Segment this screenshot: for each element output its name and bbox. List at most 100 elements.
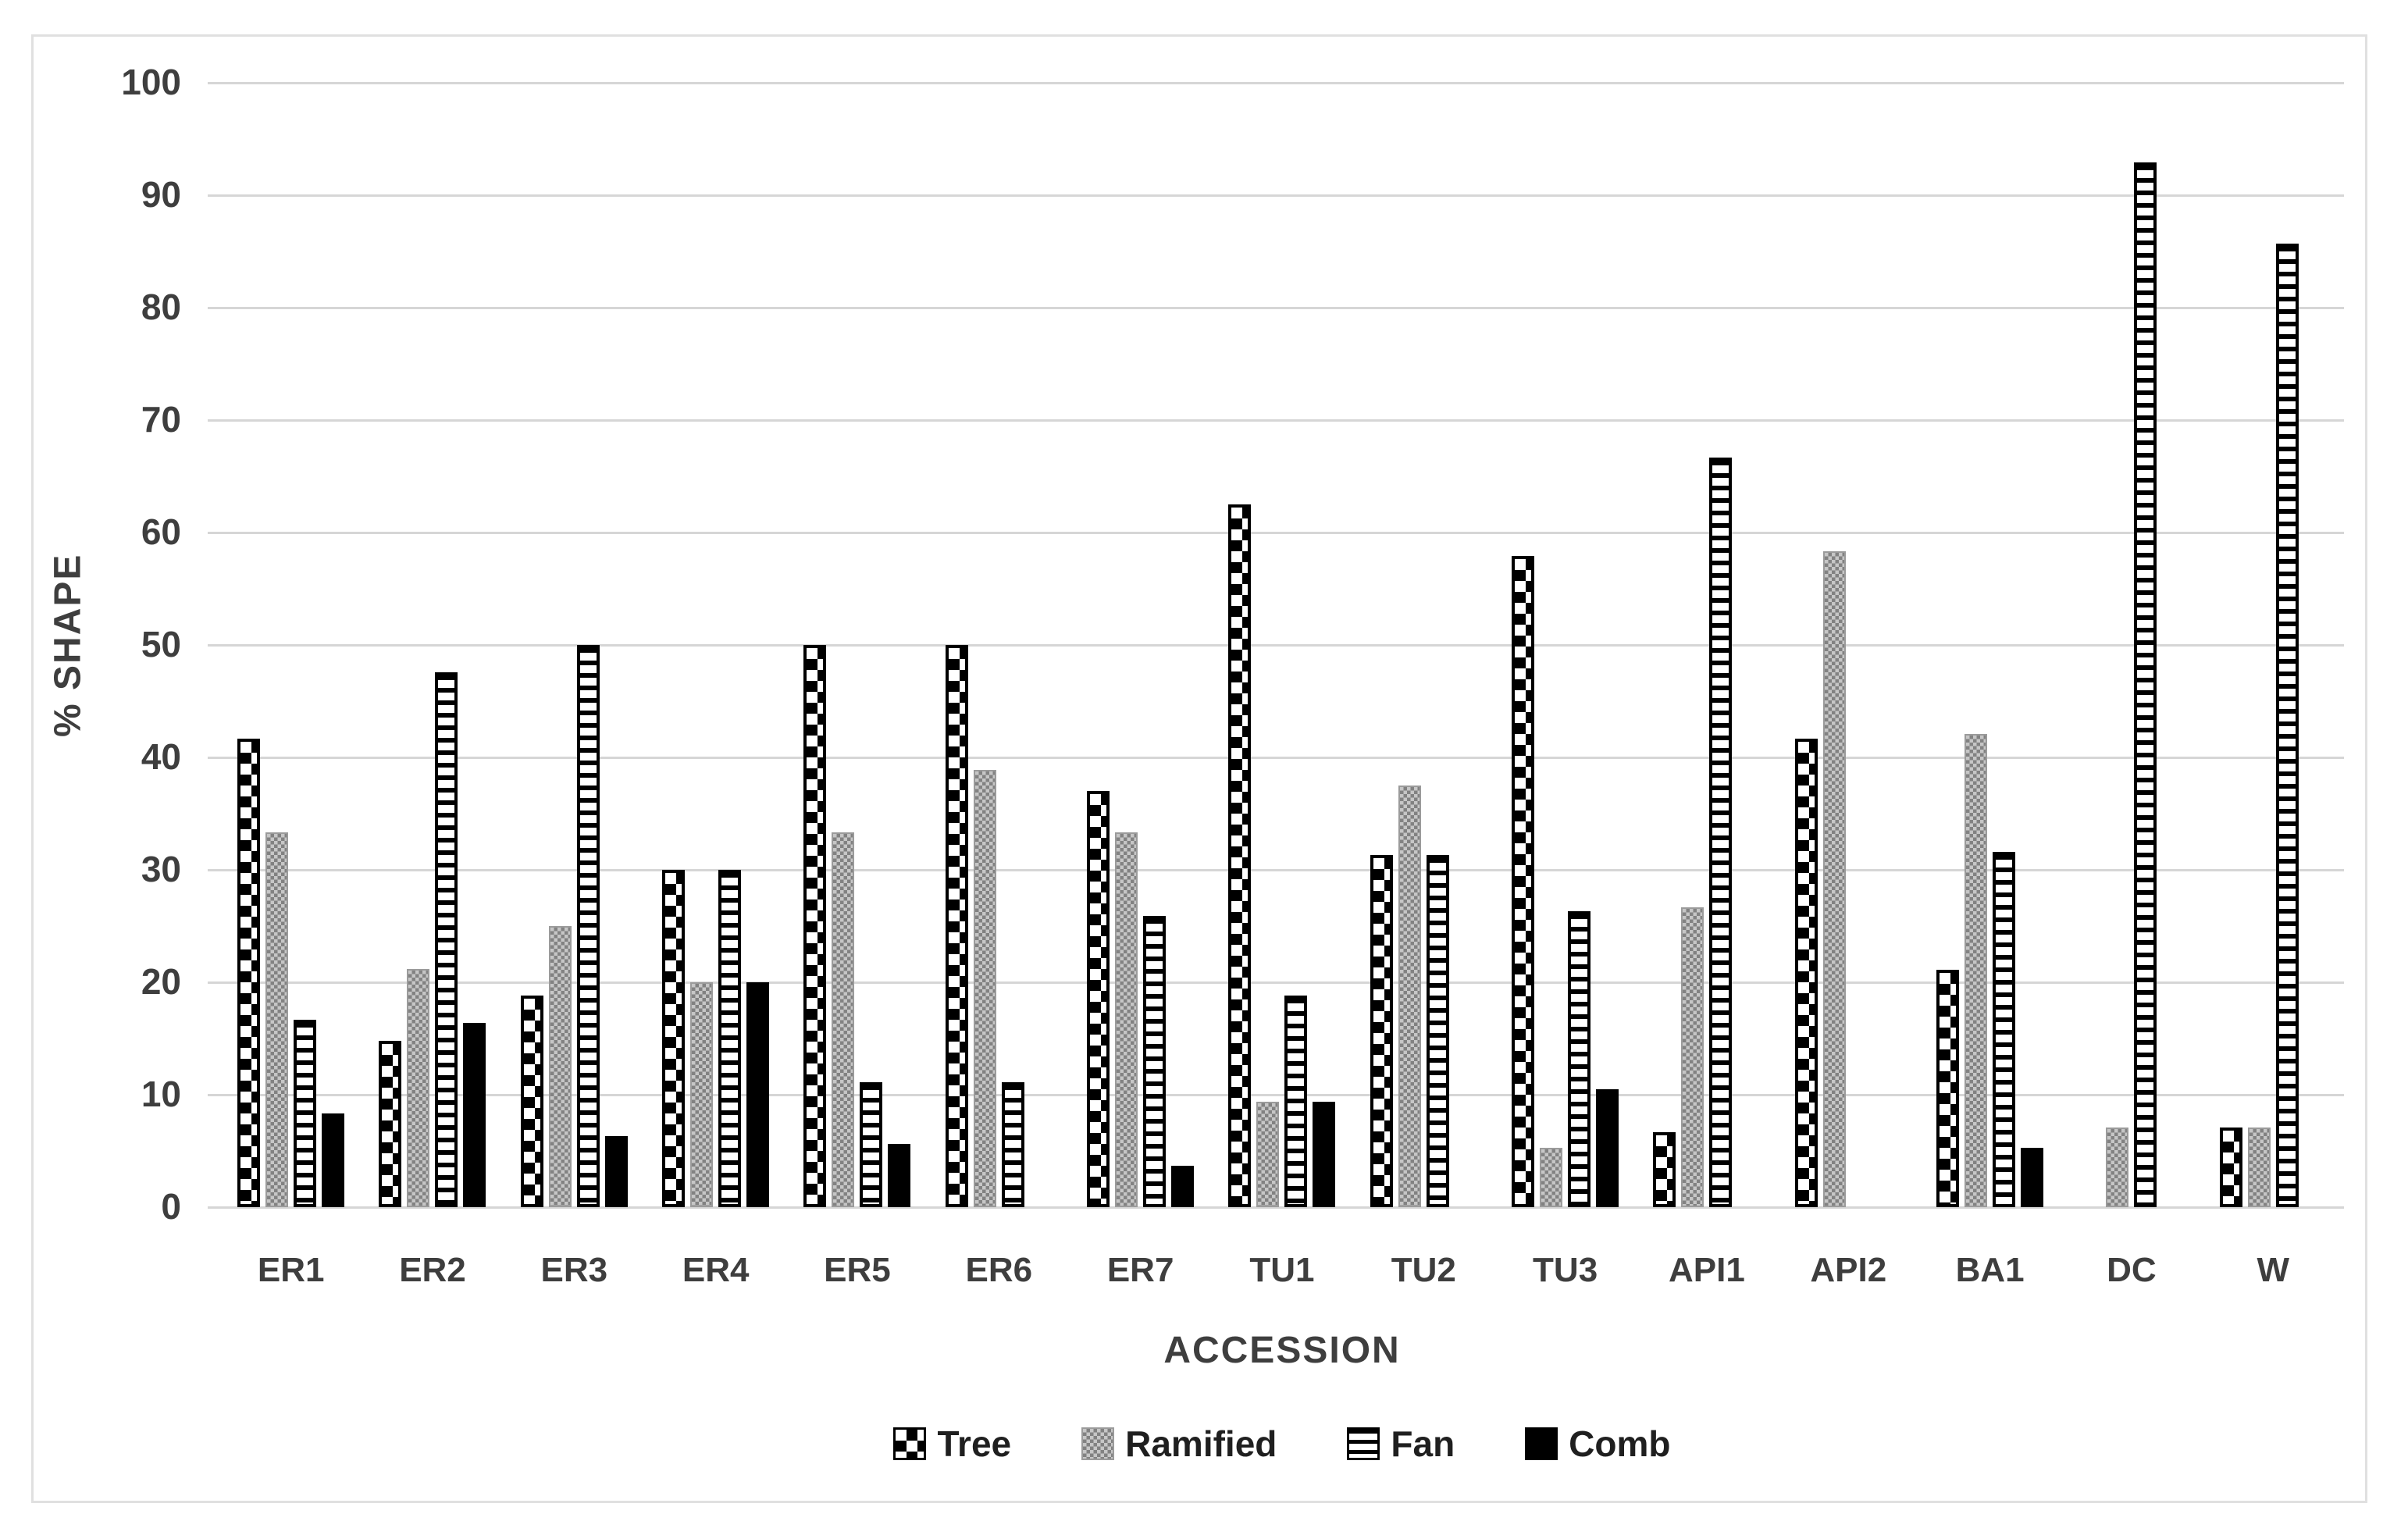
legend-swatch-tree-icon [893, 1427, 927, 1460]
bar-ramified-tu2 [1398, 786, 1421, 1207]
bar-tree-tu2 [1370, 855, 1393, 1207]
bar-group-tu1 [1211, 83, 1352, 1207]
x-tick-er2: ER2 [399, 1251, 466, 1289]
legend-item-comb: Comb [1525, 1423, 1671, 1465]
bar-group-er2 [362, 83, 503, 1207]
bar-tree-api1 [1653, 1131, 1676, 1207]
legend-swatch-fan-icon [1347, 1427, 1380, 1460]
bar-group-er1 [220, 83, 362, 1207]
bar-group-api1 [1636, 83, 1777, 1207]
bar-comb-er3 [604, 1136, 628, 1207]
y-tick-0: 0 [161, 1185, 181, 1227]
bar-tree-er3 [520, 996, 543, 1207]
x-tick-w: W [2257, 1251, 2290, 1289]
bar-fan-tu2 [1426, 855, 1449, 1207]
bar-ramified-tu3 [1540, 1147, 1563, 1207]
gridline-20 [208, 981, 2344, 984]
bar-ramified-api1 [1681, 907, 1704, 1207]
gridline-90 [208, 194, 2344, 197]
plot-area [208, 81, 2344, 1209]
bar-fan-w [2275, 243, 2299, 1207]
bar-fan-er1 [294, 1019, 317, 1207]
bar-ramified-er7 [1115, 832, 1138, 1207]
bar-group-w [2203, 83, 2344, 1207]
bar-comb-er7 [1171, 1165, 1195, 1207]
x-tick-er1: ER1 [257, 1251, 325, 1289]
bar-tree-tu3 [1512, 556, 1535, 1207]
bar-ramified-er1 [265, 832, 289, 1207]
y-tick-50: 50 [141, 623, 181, 664]
gridline-70 [208, 419, 2344, 422]
y-tick-40: 40 [141, 736, 181, 777]
y-tick-60: 60 [141, 511, 181, 552]
bar-ramified-dc [2106, 1127, 2129, 1207]
bar-ramified-api2 [1822, 551, 1846, 1207]
y-tick-80: 80 [141, 286, 181, 327]
gridline-0 [208, 1206, 2344, 1209]
bar-fan-api1 [1709, 457, 1733, 1207]
y-tick-90: 90 [141, 173, 181, 215]
bar-fan-er5 [860, 1082, 883, 1207]
legend-label-comb: Comb [1569, 1423, 1671, 1464]
legend-item-fan: Fan [1347, 1423, 1455, 1465]
bar-ramified-er6 [973, 769, 996, 1207]
bar-ramified-ba1 [1965, 733, 1988, 1207]
x-tick-er4: ER4 [682, 1251, 750, 1289]
bar-comb-er5 [888, 1144, 911, 1207]
x-tick-api2: API2 [1810, 1251, 1887, 1289]
y-tick-10: 10 [141, 1073, 181, 1114]
bar-fan-er7 [1143, 916, 1167, 1207]
bar-tree-w [2219, 1127, 2242, 1207]
bar-ramified-er4 [690, 982, 714, 1207]
bar-group-er7 [1070, 83, 1211, 1207]
bar-group-er5 [786, 83, 928, 1207]
x-tick-er5: ER5 [824, 1251, 891, 1289]
legend-swatch-comb-icon [1525, 1427, 1558, 1460]
x-tick-er3: ER3 [540, 1251, 608, 1289]
bar-ramified-er2 [407, 968, 430, 1207]
bar-ramified-er5 [832, 832, 855, 1207]
bar-groups [220, 83, 2344, 1207]
bar-tree-er4 [662, 870, 686, 1207]
bar-fan-tu3 [1568, 911, 1591, 1207]
x-tick-er6: ER6 [965, 1251, 1033, 1289]
bar-ramified-er3 [548, 926, 572, 1207]
y-tick-30: 30 [141, 848, 181, 889]
legend-item-tree: Tree [893, 1423, 1011, 1465]
x-tick-tu3: TU3 [1533, 1251, 1598, 1289]
bar-group-tu3 [1494, 83, 1636, 1207]
x-tick-tu2: TU2 [1391, 1251, 1456, 1289]
bar-comb-tu1 [1313, 1101, 1336, 1207]
gridline-40 [208, 756, 2344, 759]
bar-group-er4 [645, 83, 786, 1207]
bar-fan-tu1 [1284, 996, 1308, 1207]
bar-ramified-tu1 [1256, 1101, 1280, 1207]
figure-frame [31, 34, 2367, 1503]
bar-group-er3 [504, 83, 645, 1207]
legend-item-ramified: Ramified [1081, 1423, 1277, 1465]
bar-tree-er6 [945, 645, 968, 1207]
bar-tree-ba1 [1936, 970, 1960, 1207]
x-axis-tick-labels: ER1 ER2 ER3 ER4 ER5 ER6 ER7 TU1 TU2 TU3 API1 API2 BA… [220, 1251, 2344, 1290]
y-tick-20: 20 [141, 960, 181, 1002]
bar-tree-er7 [1087, 791, 1110, 1207]
bar-tree-er1 [237, 738, 261, 1207]
bar-group-tu2 [1353, 83, 1494, 1207]
gridline-60 [208, 531, 2344, 534]
bar-tree-er5 [803, 645, 827, 1207]
bar-comb-er2 [463, 1022, 486, 1207]
bar-tree-api2 [1794, 738, 1818, 1207]
legend-label-ramified: Ramified [1125, 1423, 1277, 1464]
y-axis-tick-labels: 0 10 20 30 40 50 60 70 80 90 100 [0, 62, 181, 1227]
y-tick-100: 100 [121, 61, 181, 102]
x-tick-ba1: BA1 [1955, 1251, 2025, 1289]
bar-group-ba1 [1919, 83, 2061, 1207]
legend: Tree Ramified Fan Comb [220, 1423, 2344, 1465]
bar-comb-er4 [746, 982, 770, 1207]
bar-comb-tu3 [1596, 1088, 1619, 1207]
gridline-100 [208, 81, 2344, 84]
bar-group-er6 [928, 83, 1070, 1207]
bar-group-api2 [1778, 83, 1919, 1207]
gridline-30 [208, 868, 2344, 871]
x-tick-api1: API1 [1669, 1251, 1745, 1289]
